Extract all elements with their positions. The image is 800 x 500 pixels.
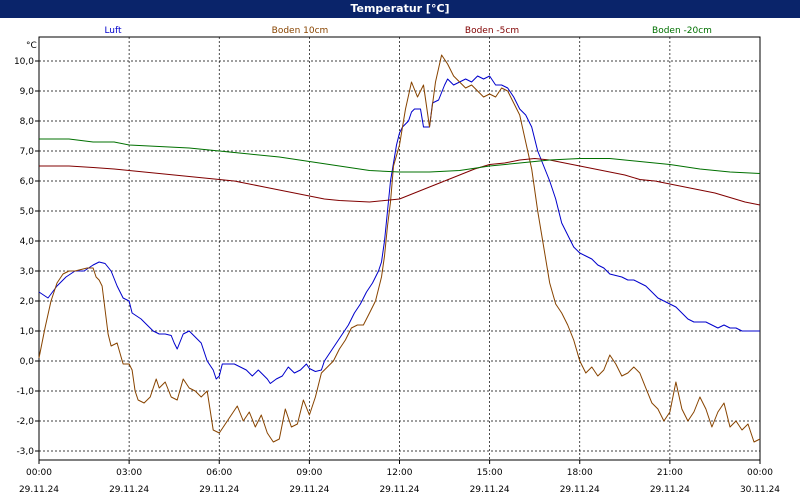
x-tick-time-label: 00:00 [747, 468, 773, 478]
y-axis-unit-label: °C [26, 41, 37, 51]
series-line-3 [39, 158, 761, 206]
y-tick-label: 8,0 [20, 117, 35, 127]
x-tick-time-label: 15:00 [477, 468, 503, 478]
plot-frame [38, 36, 761, 461]
x-tick-time-label: 18:00 [567, 468, 593, 478]
x-tick-date-label: 29.11.24 [109, 485, 149, 495]
legend-entry-1: Luft [104, 26, 122, 36]
x-tick-date-label: 29.11.24 [379, 485, 419, 495]
series-line-2 [38, 54, 761, 443]
x-tick-time-label: 12:00 [387, 468, 413, 478]
legend-entry-3: Boden -5cm [465, 26, 519, 36]
legend-entry-2: Boden 10cm [272, 26, 329, 36]
y-tick-label: 9,0 [20, 87, 35, 97]
grid [39, 37, 760, 460]
y-tick-label: 3,0 [20, 267, 35, 277]
x-tick-date-label: 29.11.24 [289, 485, 329, 495]
y-tick-label: -3,0 [16, 447, 34, 457]
y-tick-label: 6,0 [20, 177, 35, 187]
x-tick-date-label: 29.11.24 [560, 485, 600, 495]
y-tick-label: 10,0 [14, 57, 34, 67]
x-tick-date-label: 30.11.24 [740, 485, 780, 495]
x-tick-date-label: 29.11.24 [470, 485, 510, 495]
x-tick-time-label: 09:00 [296, 468, 322, 478]
x-tick-time-label: 00:00 [26, 468, 52, 478]
x-tick-time-label: 03:00 [116, 468, 142, 478]
x-tick-date-label: 29.11.24 [199, 485, 239, 495]
y-tick-label: -1,0 [16, 387, 34, 397]
y-tick-label: 0,0 [20, 357, 35, 367]
y-tick-label: -2,0 [16, 417, 34, 427]
series-line-4 [39, 138, 761, 174]
y-tick-label: 1,0 [20, 327, 35, 337]
y-tick-label: 4,0 [20, 237, 35, 247]
series-line-1 [38, 75, 760, 384]
chart-title: Temperatur [°C] [0, 0, 800, 18]
y-tick-label: 5,0 [20, 207, 35, 217]
y-tick-label: 7,0 [20, 147, 35, 157]
series-lines [38, 54, 761, 443]
x-tick-date-label: 29.11.24 [650, 485, 690, 495]
legend: Luft Boden 10cm Boden -5cm Boden -20cm [104, 26, 712, 36]
x-tick-time-label: 06:00 [206, 468, 232, 478]
x-tick-date-label: 29.11.24 [19, 485, 59, 495]
x-tick-time-label: 21:00 [657, 468, 683, 478]
legend-entry-4: Boden -20cm [652, 26, 712, 36]
axes: 10,0 9,0 8,0 7,0 6,0 5,0 4,0 3,0 2,0 1,0 0,0 -1,0 -2… [14, 36, 780, 495]
y-tick-label: 2,0 [20, 297, 35, 307]
